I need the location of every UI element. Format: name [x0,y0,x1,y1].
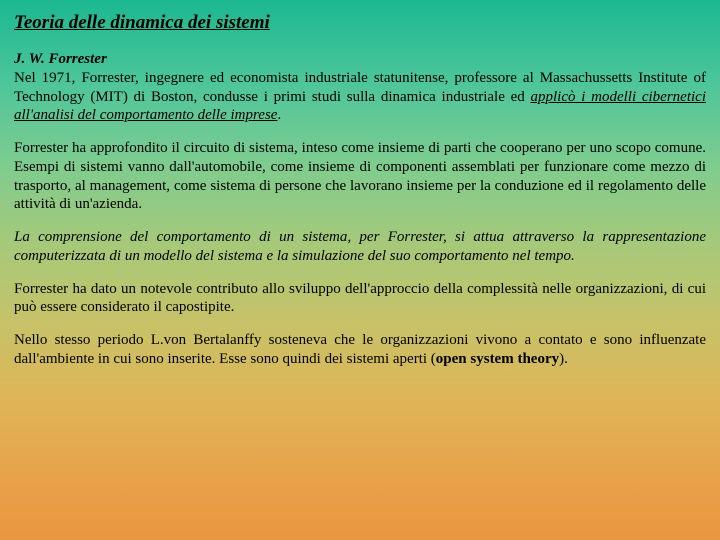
p1-text-c: . [277,107,281,123]
author-name: J. W. Forrester [14,51,107,67]
paragraph-2: Forrester ha approfondito il circuito di… [14,139,706,214]
document-title: Teoria delle dinamica dei sistemi [14,12,706,34]
paragraph-1: J. W. Forrester Nel 1971, Forrester, ing… [14,50,706,125]
paragraph-5: Nello stesso periodo L.von Bertalanffy s… [14,331,706,369]
paragraph-4: Forrester ha dato un notevole contributo… [14,280,706,318]
p5-text-a: Nello stesso periodo L.von Bertalanffy s… [14,332,706,367]
p5-text-c: ). [559,351,568,367]
paragraph-3: La comprensione del comportamento di un … [14,228,706,266]
p5-bold: open system theory [436,351,559,367]
